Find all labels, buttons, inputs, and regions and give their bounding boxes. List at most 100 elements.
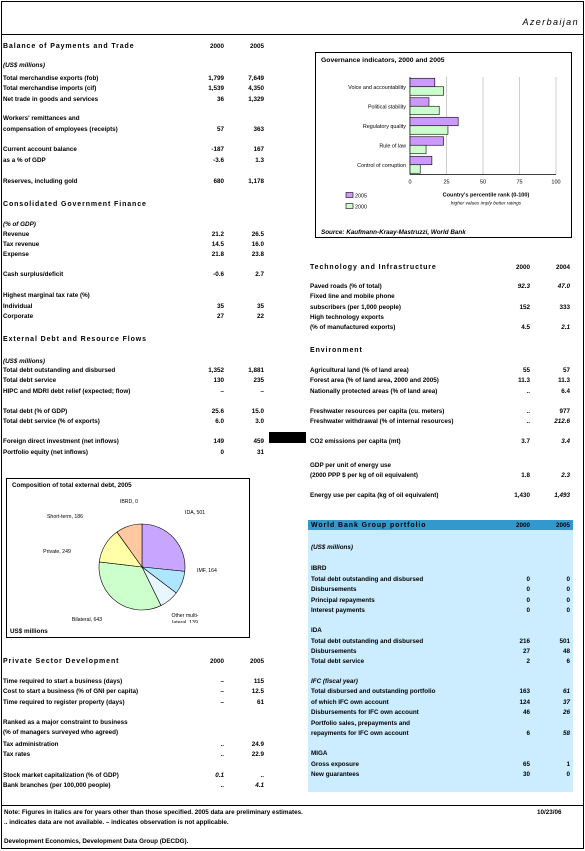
wbg-row-label: IDA	[311, 627, 322, 634]
env-row-value-2: 11.3	[558, 377, 570, 384]
psd-row-label: Tax rates	[3, 751, 31, 758]
debt-title: External Debt and Resource Flows	[3, 336, 147, 343]
bop-row-label: Net trade in goods and services	[3, 96, 99, 103]
cgf-row-value-2: 22	[256, 313, 264, 320]
gov-legend-label: 2005	[355, 194, 367, 200]
gov-bar-2005	[409, 97, 430, 107]
env-row-label: CO2 emissions per capita (mt)	[310, 438, 401, 445]
wbg-row-label: New guarantees	[311, 771, 360, 778]
wbg-title: World Bank Group portfolio	[311, 522, 427, 529]
psd-row-label: Time required to register property (days…	[3, 699, 125, 706]
cgf-row-value-2: 26.5	[251, 231, 264, 238]
env-title: Environment	[310, 347, 363, 354]
cgf-row-value-1: 27	[216, 313, 224, 320]
psd-row-value-1: –	[220, 678, 224, 685]
footer-note-1: Note: Figures in italics are for years o…	[4, 809, 303, 816]
debt-row-value-1: –	[220, 388, 224, 395]
bop-row-value-1: 1,539	[208, 85, 224, 92]
wbg-row-value-2: 1	[566, 761, 570, 768]
gov-bar-2000	[409, 144, 427, 155]
psd-row-value-2: 12.5	[251, 688, 264, 695]
wbg-row-value-1: 46	[522, 709, 530, 716]
env-row-value-2: 2.3	[561, 472, 570, 479]
tech-row-value-2: 2.1	[561, 324, 570, 331]
wbg-row-value-2: 501	[559, 638, 570, 645]
gov-bar-2005	[409, 155, 433, 166]
bop-row-value-1: 1,799	[208, 75, 224, 82]
bop-row-value-1: -187	[211, 146, 224, 153]
env-row-value-1: 3.7	[521, 438, 530, 445]
env-row-value-2: 212.6	[554, 418, 570, 425]
wbg-row-label: repayments for IFC own account	[311, 730, 409, 737]
bop-row-value-2: 4,350	[248, 85, 264, 92]
bop-row-value-1: 36	[216, 96, 224, 103]
env-row-label: Forest area (% of land area, 2000 and 20…	[310, 377, 439, 384]
bop-unit: (US$ millions)	[3, 62, 45, 69]
bop-row-value-2: 363	[253, 126, 264, 133]
debt-row-value-1: 0	[220, 449, 224, 456]
country-name: Azerbaijan	[522, 17, 579, 27]
tech-row-label: subscribers (per 1,000 people)	[310, 304, 401, 311]
env-row-label: Energy use per capita (kg of oil equival…	[310, 492, 439, 499]
wbg-row-value-1: 0	[526, 597, 530, 604]
wbg-row-label: of which IFC own account	[311, 699, 389, 706]
psd-row-value-1: 0.1	[215, 772, 224, 779]
debt-row-label: Total debt service (% of exports)	[3, 418, 100, 425]
cgf-row-value-2: 16.0	[251, 241, 264, 248]
pie-slice-short-term	[116, 523, 143, 568]
cgf-row-value-1: 14.5	[211, 241, 224, 248]
env-row-value-2: 3.4	[561, 438, 570, 445]
env-row-value-1: ..	[526, 388, 531, 395]
wbg-row-value-1: 163	[519, 688, 530, 695]
psd-row-value-2: 115	[253, 678, 264, 685]
gov-legend-swatch	[345, 203, 354, 209]
debt-row-label: Foreign direct investment (net inflows)	[3, 438, 119, 445]
wbg-row-label: Disbursements for IFC own account	[311, 709, 419, 716]
bop-row-value-1: -3.6	[213, 157, 224, 164]
tech-row-label: High technology exports	[310, 314, 384, 321]
debt-row-value-2: 31	[256, 449, 264, 456]
gov-tick-label: 25	[443, 180, 449, 186]
wbg-row-label: Total disbursed and outstanding portfoli…	[311, 688, 436, 695]
tech-row-value-2: 333	[559, 304, 570, 311]
footer-note-2: .. indicates data are not available. – i…	[4, 819, 229, 826]
wbg-row-value-1: 124	[519, 699, 530, 706]
debt-row-label: Total debt service	[3, 377, 57, 384]
debt-row-label: HIPC and MDRI debt relief (expected; flo…	[3, 388, 131, 395]
bop-row-label: Total merchandise exports (fob)	[3, 75, 99, 82]
tech-row-value-1: 92.3	[517, 283, 530, 290]
pie-label: IMF, 164	[197, 568, 217, 574]
gov-bar-2000	[409, 86, 444, 96]
bop-row-value-1: 680	[213, 178, 224, 185]
bop-row-value-1: 57	[216, 126, 224, 133]
psd-row-value-2: 61	[256, 699, 264, 706]
pie-chart: IDA, 501 IMF, 164 Other multi-lateral, 139…	[43, 499, 217, 623]
cgf-row-label: Expense	[3, 251, 29, 258]
psd-row-value-2: 4.1	[255, 782, 264, 789]
wbg-row-label: Interest payments	[311, 607, 365, 614]
top-rule	[1, 34, 584, 35]
bop-row-label: Reserves, including gold	[3, 178, 78, 185]
debt-row-value-2: 459	[253, 438, 264, 445]
bop-row-label: compensation of employees (receipts)	[3, 126, 118, 133]
debt-row-value-2: 3.0	[255, 418, 264, 425]
bop-row-value-2: 1,178	[248, 178, 264, 185]
cgf-row-value-1: 21.8	[211, 251, 224, 258]
wbg-row-label: Portfolio sales, prepayments and	[311, 720, 411, 727]
gov-legend-label: 2000	[355, 205, 367, 211]
governance-chart: 0 25 50 75 100 Voice and accountability Politi…	[345, 77, 561, 211]
pie-label: Other multi-lateral, 139	[171, 613, 198, 623]
gov-bar-2000	[409, 105, 440, 116]
psd-row-value-1: ..	[220, 741, 225, 748]
bop-row-value-2: 167	[253, 146, 264, 153]
env-row-value-1: ..	[526, 408, 531, 415]
wbg-row-value-2: 48	[562, 648, 570, 655]
gov-category-label: Voice and accountability	[348, 85, 406, 91]
cgf-row-value-1: 35	[216, 303, 224, 310]
debt-row-value-2: 15.0	[251, 408, 264, 415]
wbg-row-value-2: 58	[562, 730, 570, 737]
cgf-row-value-2: 23.8	[251, 251, 264, 258]
tech-year-2: 2004	[555, 264, 570, 271]
black-marker	[269, 432, 306, 443]
wbg-row-label: Total debt outstanding and disbursed	[311, 638, 424, 645]
